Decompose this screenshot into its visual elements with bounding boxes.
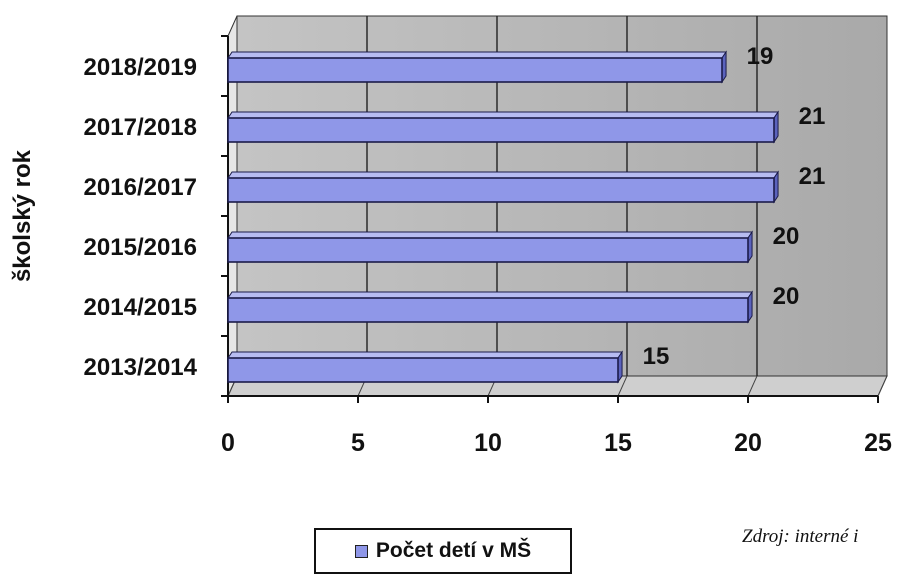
y-axis-title: školský rok: [9, 149, 36, 282]
bar: [227, 57, 723, 83]
bar: [227, 177, 775, 203]
x-tick-label: 20: [734, 429, 762, 457]
y-tick-label: 2017/2018: [84, 114, 197, 141]
x-tick-label: 5: [351, 429, 365, 457]
bar: [227, 357, 619, 383]
bar-top-face: [227, 291, 753, 299]
bar-top-face: [227, 51, 727, 59]
x-tick-label: 0: [221, 429, 235, 457]
data-label: 19: [747, 43, 774, 70]
bar: [227, 237, 749, 263]
legend: Počet detí v MŠ: [314, 528, 572, 574]
source-note: Zdroj: interné i: [742, 526, 859, 547]
bar: [227, 297, 749, 323]
y-tick-label: 2015/2016: [84, 234, 197, 261]
y-tick-label: 2018/2019: [84, 54, 197, 81]
x-tick-label: 25: [864, 429, 892, 457]
data-label: 21: [799, 103, 826, 130]
y-tick-label: 2016/2017: [84, 174, 197, 201]
bar: [227, 117, 775, 143]
data-label: 15: [643, 343, 670, 370]
bar-top-face: [227, 351, 623, 359]
bar-top-face: [227, 231, 753, 239]
x-tick-label: 15: [604, 429, 632, 457]
y-tick-label: 2014/2015: [84, 294, 197, 321]
data-label: 21: [799, 163, 826, 190]
data-label: 20: [773, 283, 800, 310]
x-tick-label: 10: [474, 429, 502, 457]
floor-gridline: [747, 375, 758, 397]
bar-top-face: [227, 171, 779, 179]
y-tick-label: 2013/2014: [84, 354, 198, 381]
floor-gridline: [617, 375, 628, 397]
legend-swatch: [354, 544, 368, 558]
data-label: 20: [773, 223, 800, 250]
legend-label: Počet detí v MŠ: [375, 539, 532, 562]
floor-gridline: [877, 375, 888, 397]
bar-top-face: [227, 111, 779, 119]
